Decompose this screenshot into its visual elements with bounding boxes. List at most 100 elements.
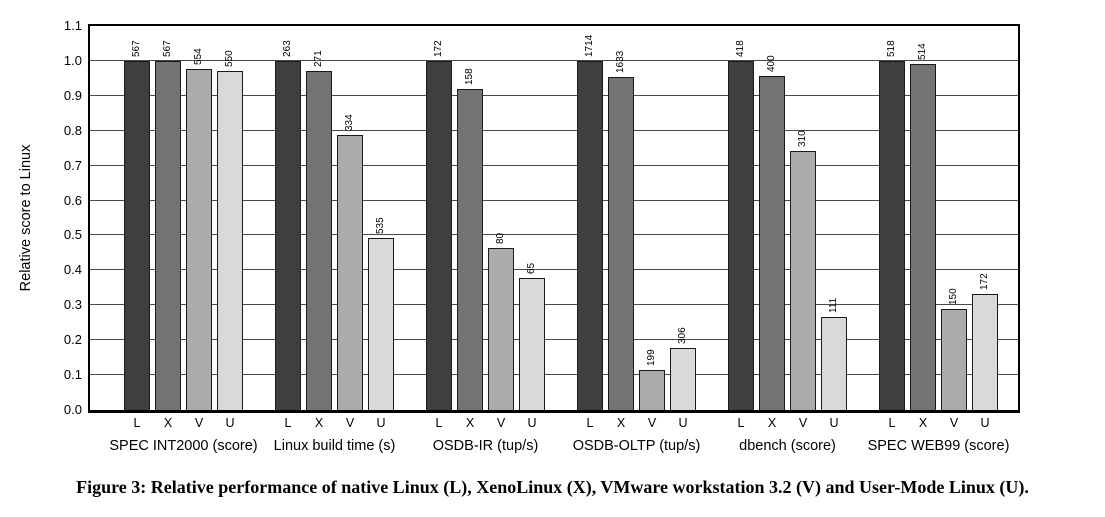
y-tick-label: 0.3 <box>63 297 82 312</box>
gridline <box>90 269 1018 270</box>
bar-value-label: 111 <box>828 297 839 313</box>
series-letter-X: X <box>918 416 928 430</box>
series-letter-V: V <box>496 416 506 430</box>
series-letter-U: U <box>225 416 235 430</box>
bar-value-label: 172 <box>433 40 444 57</box>
y-tick-label: 0.0 <box>63 402 82 417</box>
series-letter-V: V <box>949 416 959 430</box>
y-tick-label: 1.1 <box>63 18 82 33</box>
group-label: SPEC WEB99 (score) <box>867 438 1010 454</box>
y-tick-label: 0.7 <box>63 158 82 173</box>
series-letter-L: L <box>586 416 594 430</box>
bar-value-label: 306 <box>677 327 688 344</box>
bar-V <box>186 69 212 410</box>
bar-U <box>972 294 998 410</box>
bar-value-label: 400 <box>766 55 777 72</box>
series-letter-L: L <box>737 416 745 430</box>
bar-value-label: 271 <box>313 50 324 67</box>
bar-U <box>217 71 243 410</box>
bar-L <box>879 61 905 410</box>
y-tick-label: 0.8 <box>63 123 82 138</box>
gridline <box>90 304 1018 305</box>
y-tick-label: 0.9 <box>63 88 82 103</box>
series-letter-L: L <box>888 416 896 430</box>
bar-value-label: 65 <box>526 262 537 274</box>
bar-value-label: 1714 <box>584 34 595 57</box>
bar-value-label: 514 <box>917 43 928 60</box>
bar-value-label: 310 <box>797 130 808 147</box>
bar-X <box>759 76 785 410</box>
bar-U <box>670 348 696 410</box>
series-letter-X: X <box>616 416 626 430</box>
series-letter-X: X <box>314 416 324 430</box>
y-tick-label: 0.5 <box>63 227 82 242</box>
bar-value-label: 150 <box>948 288 959 305</box>
series-letter-X: X <box>163 416 173 430</box>
series-letter-U: U <box>678 416 688 430</box>
series-letter-X: X <box>767 416 777 430</box>
bar-value-label: 80 <box>495 232 506 244</box>
series-letter-X: X <box>465 416 475 430</box>
gridline <box>90 374 1018 375</box>
bar-L <box>728 61 754 410</box>
bar-value-label: 535 <box>375 217 386 234</box>
y-tick-label: 0.1 <box>63 367 82 382</box>
bar-value-label: 158 <box>464 68 475 85</box>
plot-area: 567 567 554 550 263 271 334 535 172 158 80 65 1714 16… <box>88 24 1020 413</box>
series-letter-U: U <box>527 416 537 430</box>
group-label: Linux build time (s) <box>273 438 396 454</box>
bar-V <box>639 370 665 410</box>
bar-U <box>519 278 545 410</box>
y-tick-label: 1.0 <box>63 53 82 68</box>
series-letter-L: L <box>284 416 292 430</box>
bar-value-label: 263 <box>282 40 293 57</box>
bar-value-label: 518 <box>886 40 897 57</box>
bar-value-label: 550 <box>224 50 235 67</box>
series-letter-V: V <box>194 416 204 430</box>
bar-X <box>306 71 332 410</box>
bar-U <box>368 238 394 410</box>
series-letter-U: U <box>829 416 839 430</box>
bar-L <box>577 61 603 410</box>
gridline <box>90 200 1018 201</box>
gridline <box>90 339 1018 340</box>
bar-V <box>941 309 967 410</box>
bar-L <box>275 61 301 410</box>
bar-value-label: 567 <box>162 40 173 57</box>
gridline <box>90 234 1018 235</box>
bar-X <box>608 77 634 410</box>
bar-U <box>821 317 847 410</box>
bar-X <box>910 64 936 410</box>
gridline <box>90 95 1018 96</box>
group-label: SPEC INT2000 (score) <box>109 438 258 454</box>
bar-V <box>790 151 816 410</box>
bar-value-label: 567 <box>131 40 142 57</box>
bar-value-label: 1633 <box>615 50 626 73</box>
bar-value-label: 172 <box>979 273 990 290</box>
bar-X <box>457 89 483 410</box>
group-label: dbench (score) <box>739 438 836 454</box>
figure-caption: Figure 3: Relative performance of native… <box>76 477 1029 497</box>
series-letter-U: U <box>980 416 990 430</box>
series-letter-V: V <box>798 416 808 430</box>
bar-V <box>337 135 363 410</box>
bar-value-label: 418 <box>735 40 746 57</box>
y-axis: 0.0 0.1 0.2 0.3 0.4 0.5 0.6 0.7 0.8 0.9 1.0 1.1 <box>0 18 82 417</box>
y-tick-label: 0.2 <box>63 332 82 347</box>
group-label: OSDB-IR (tup/s) <box>432 438 539 454</box>
y-tick-label: 0.6 <box>63 193 82 208</box>
gridline <box>90 165 1018 166</box>
bar-value-label: 554 <box>193 48 204 65</box>
bar-L <box>124 61 150 410</box>
y-tick-label: 0.4 <box>63 262 82 277</box>
bar-V <box>488 248 514 410</box>
bar-value-label: 199 <box>646 349 657 366</box>
bar-X <box>155 61 181 410</box>
gridline <box>90 60 1018 61</box>
series-letter-U: U <box>376 416 386 430</box>
series-letter-V: V <box>345 416 355 430</box>
group-label: OSDB-OLTP (tup/s) <box>572 438 701 454</box>
bar-value-label: 334 <box>344 114 355 131</box>
series-letter-L: L <box>133 416 141 430</box>
